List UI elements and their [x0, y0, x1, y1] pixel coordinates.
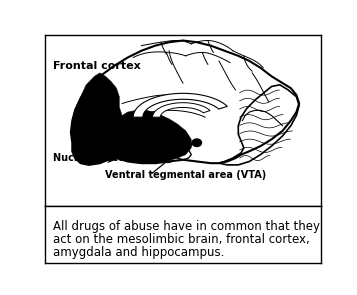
Polygon shape — [180, 140, 191, 149]
Polygon shape — [192, 139, 201, 147]
Polygon shape — [152, 103, 210, 117]
Text: Nucleus accumbens: Nucleus accumbens — [53, 153, 162, 163]
Text: Frontal cortex: Frontal cortex — [53, 61, 141, 71]
Text: act on the mesolimbic brain, frontal cortex,: act on the mesolimbic brain, frontal cor… — [53, 233, 310, 246]
Polygon shape — [144, 141, 156, 151]
Text: Ventral tegmental area (VTA): Ventral tegmental area (VTA) — [106, 170, 267, 180]
Text: amygdala and hippocampus.: amygdala and hippocampus. — [53, 246, 224, 259]
Polygon shape — [133, 93, 227, 117]
Polygon shape — [71, 73, 191, 165]
Text: All drugs of abuse have in common that they: All drugs of abuse have in common that t… — [53, 220, 320, 233]
